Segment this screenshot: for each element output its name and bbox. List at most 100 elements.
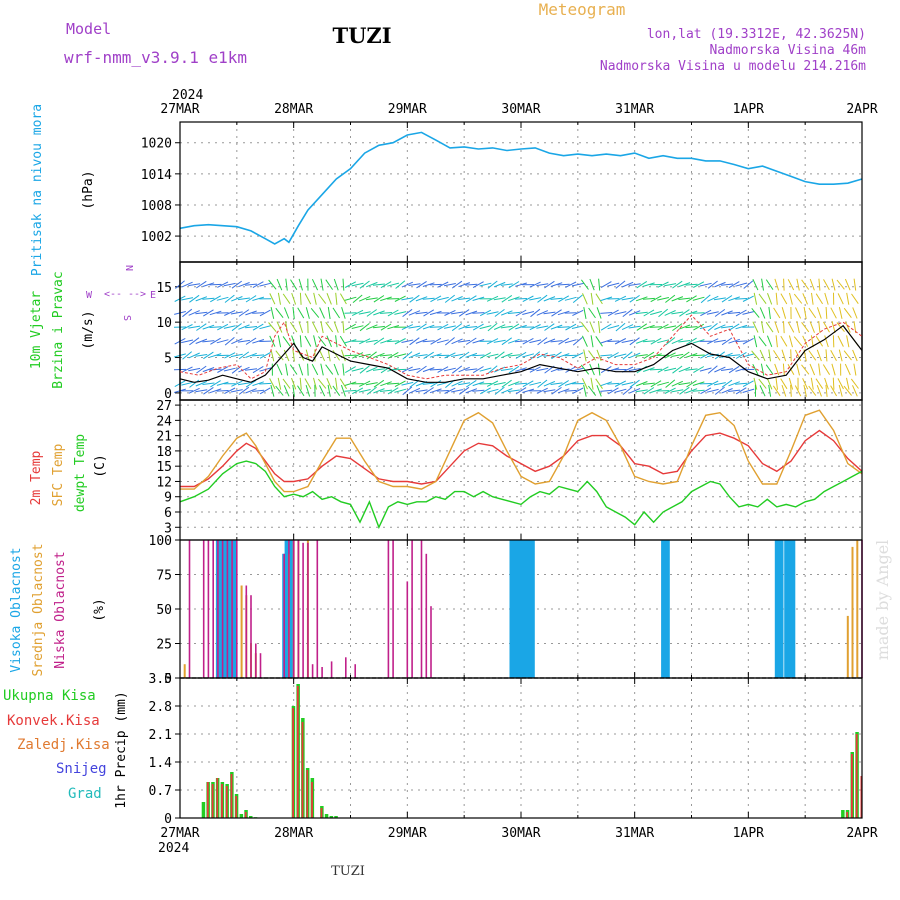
temp-unit: (C): [93, 454, 108, 477]
wind-arrow: [564, 381, 577, 386]
wind-arrow: [713, 382, 726, 386]
wind-arrow: [358, 389, 371, 393]
wind-arrow: [621, 324, 634, 331]
wind-arrow: [332, 385, 341, 396]
wind-arrow: [259, 282, 272, 287]
wind-arrow: [543, 296, 556, 302]
wind-arrow: [615, 280, 626, 289]
wind-arrow: [788, 377, 794, 390]
wind-arrow: [238, 366, 250, 373]
pressure-line: [179, 131, 863, 245]
precip-total-bar: [201, 802, 206, 818]
wind-arrow: [291, 377, 297, 390]
wind-arrow: [282, 293, 291, 304]
wind-arrow: [721, 368, 734, 371]
wind-arrow: [572, 352, 584, 359]
wind-arrow: [678, 282, 691, 288]
wind-arrow: [479, 309, 492, 317]
wind-arrow: [636, 280, 648, 289]
wind-arrow: [773, 307, 781, 319]
temperature-axis-labels: 2m Temp SFC Temp dewpt Temp (C): [29, 434, 108, 512]
precip-conv-bar: [846, 812, 849, 818]
wind-arrow: [352, 387, 364, 395]
precip-conv-bar: [221, 784, 223, 818]
wind-arrow: [318, 336, 327, 347]
wind-arrow: [493, 366, 506, 373]
wind-arrow: [408, 387, 421, 394]
wind-arrow: [714, 281, 726, 288]
wind-arrow: [707, 338, 719, 345]
bottom-day-label: 29MAR: [388, 826, 427, 841]
wind-arrow: [344, 389, 357, 392]
wind-arrow: [622, 386, 633, 395]
wind-arrow: [628, 387, 641, 394]
cloud-high-bar: [530, 540, 535, 678]
cloud-mid-bar: [856, 540, 859, 678]
wind-arrow: [223, 282, 236, 287]
wind-arrow: [195, 354, 208, 357]
cloud-low-bar: [226, 540, 229, 678]
wind-arrow: [436, 390, 449, 392]
wind-arrow: [304, 378, 312, 390]
wind-arrow: [458, 282, 470, 288]
wind-arrow: [472, 312, 485, 314]
wind-arrow: [686, 380, 697, 388]
wind-arrow: [844, 321, 851, 333]
y-tick-label: 25: [156, 638, 172, 653]
wind-arrow: [217, 366, 229, 373]
wind-panel-frame: [179, 261, 863, 401]
wind-arrow: [558, 337, 570, 345]
wind-arrow: [557, 388, 570, 394]
wind-arrow: [313, 335, 317, 348]
wind-arrow: [275, 385, 284, 396]
wind-arrow: [252, 354, 265, 357]
wind-arrow: [664, 387, 676, 394]
wind-arrow: [642, 382, 655, 385]
wind-arrow: [583, 307, 587, 319]
wind-arrow: [811, 292, 814, 305]
top-day-label: 27MAR: [160, 102, 199, 117]
cloud-low-bar: [430, 606, 432, 678]
y-tick-label: 18: [156, 445, 172, 460]
legend-hail: Grad: [68, 786, 102, 802]
pressure-unit: (hPa): [81, 170, 96, 209]
wind-arrow: [818, 363, 821, 376]
wind-arrow: [401, 381, 414, 386]
wind-arrow: [735, 324, 748, 330]
wind-arrow: [685, 388, 698, 394]
wind-arrow: [679, 386, 690, 395]
wind-arrow: [352, 352, 364, 359]
wind-arrow: [761, 278, 764, 291]
cloud-low-bar: [297, 540, 300, 678]
wind-arrow: [614, 311, 627, 315]
wind-arrow: [275, 350, 284, 361]
wind-arrow: [422, 340, 435, 343]
wind-arrow: [551, 309, 562, 317]
cloud-low-bar: [420, 540, 423, 678]
wind-arrow: [298, 321, 304, 333]
wind-arrow: [472, 296, 485, 301]
wind-arrow: [344, 312, 357, 314]
wind-arrow: [707, 280, 718, 289]
wind-arrow: [351, 309, 364, 317]
wind-arrow: [825, 384, 828, 397]
wind-arrow: [366, 366, 378, 373]
cloud-low-bar: [321, 667, 323, 678]
wind-arrow: [781, 384, 787, 397]
precip-total-bar: [334, 816, 338, 818]
wind-arrow: [742, 311, 755, 315]
wind-arrow: [830, 385, 838, 397]
wind-arrow: [685, 310, 698, 316]
wind-arrow: [686, 295, 697, 303]
wind-arrow: [451, 323, 463, 332]
wind-arrow: [564, 339, 577, 344]
wind-arrow: [252, 365, 264, 374]
wind-arrow: [765, 279, 774, 290]
wind-arrow: [345, 366, 356, 374]
wind-arrow: [326, 378, 333, 390]
wind-arrow: [837, 293, 844, 305]
wind-arrow: [809, 321, 815, 333]
wind-arrow: [815, 293, 824, 305]
wind-arrow: [780, 378, 788, 390]
wind-arrow: [818, 278, 821, 291]
